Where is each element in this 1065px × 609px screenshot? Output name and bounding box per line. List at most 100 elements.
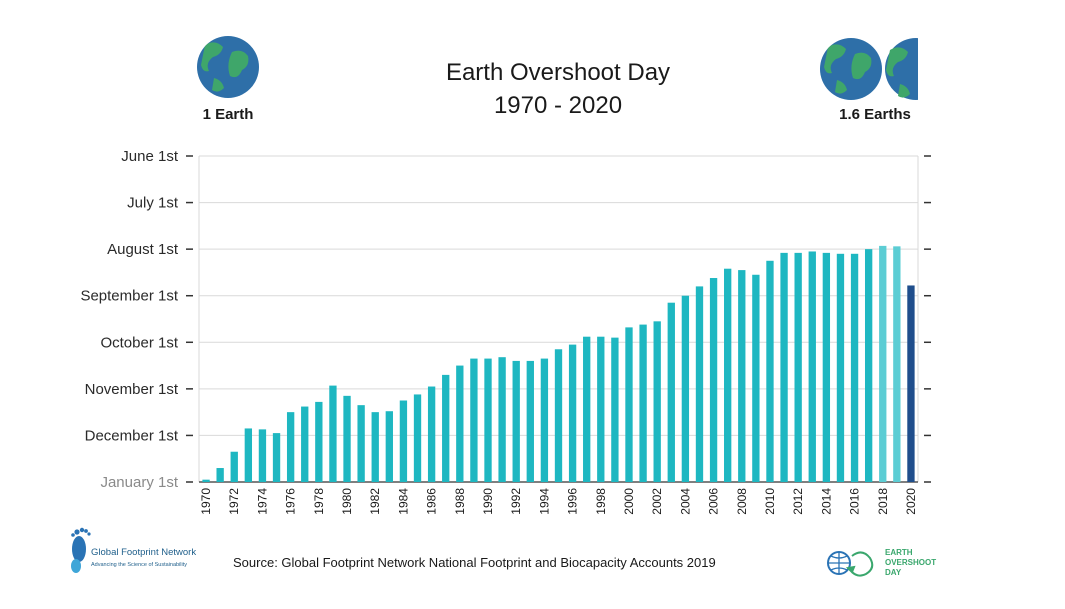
y-tick-label: August 1st bbox=[107, 241, 179, 258]
bar-2009 bbox=[752, 274, 760, 482]
bar-1982 bbox=[371, 412, 379, 482]
bar-1999 bbox=[611, 337, 619, 482]
bar-1981 bbox=[357, 405, 365, 482]
gfn-logo: Global Footprint Network Advancing the S… bbox=[71, 527, 196, 573]
bar-1973 bbox=[244, 428, 253, 482]
footprint-icon bbox=[71, 527, 91, 573]
bar-2002 bbox=[653, 321, 661, 482]
y-tick-label: September 1st bbox=[80, 288, 178, 305]
bar-1978 bbox=[315, 401, 323, 482]
gfn-tagline: Advancing the Science of Sustainability bbox=[91, 562, 187, 568]
x-tick-label: 2008 bbox=[735, 488, 749, 515]
globe-arrow-icon bbox=[827, 551, 874, 577]
x-tick-label: 1980 bbox=[340, 488, 354, 515]
x-tick-label: 2006 bbox=[707, 488, 721, 515]
chart-title: Earth Overshoot Day bbox=[446, 59, 670, 86]
bar-2020 bbox=[907, 285, 915, 482]
x-tick-label: 1976 bbox=[284, 488, 298, 515]
bar-1977 bbox=[301, 406, 309, 482]
bar-2015 bbox=[836, 253, 845, 482]
x-tick-label: 1986 bbox=[425, 488, 439, 515]
bar-1984 bbox=[399, 400, 408, 482]
x-tick-label: 2004 bbox=[678, 488, 692, 515]
x-tick-label: 1984 bbox=[396, 488, 410, 515]
bar-1995 bbox=[554, 349, 563, 482]
y-tick-label: October 1st bbox=[100, 334, 178, 351]
bar-1974 bbox=[258, 429, 267, 482]
bar-1972 bbox=[230, 451, 238, 482]
bar-2004 bbox=[681, 295, 690, 482]
y-tick-label: July 1st bbox=[127, 195, 179, 212]
x-tick-label: 1970 bbox=[199, 488, 213, 515]
bar-1992 bbox=[512, 360, 520, 482]
x-tick-label: 2012 bbox=[791, 488, 805, 515]
bar-1971 bbox=[216, 468, 224, 482]
bar-2007 bbox=[724, 268, 732, 482]
x-tick-label: 1988 bbox=[453, 488, 467, 515]
bar-1989 bbox=[470, 358, 478, 482]
bar-1979 bbox=[329, 385, 337, 482]
source-note: Source: Global Footprint Network Nationa… bbox=[233, 555, 716, 570]
one-point-six-earths-label: 1.6 Earths bbox=[839, 106, 911, 123]
y-tick-label: December 1st bbox=[85, 427, 179, 444]
x-tick-label: 2010 bbox=[763, 488, 777, 515]
bar-1986 bbox=[427, 386, 436, 482]
bar-2000 bbox=[625, 327, 633, 482]
x-tick-label: 2018 bbox=[876, 488, 890, 515]
x-tick-label: 2016 bbox=[848, 488, 862, 515]
bar-1991 bbox=[498, 357, 506, 482]
x-tick-label: 2014 bbox=[819, 488, 833, 515]
bar-1975 bbox=[272, 433, 281, 482]
one-earth-label: 1 Earth bbox=[203, 106, 254, 123]
bar-1997 bbox=[583, 336, 591, 482]
bar-2014 bbox=[822, 252, 831, 482]
bar-1970 bbox=[202, 479, 210, 482]
bar-1985 bbox=[413, 394, 422, 482]
bar-1987 bbox=[442, 374, 450, 482]
bar-2013 bbox=[808, 251, 816, 482]
bar-2018 bbox=[879, 245, 887, 482]
partial-earth-globe-icon bbox=[885, 38, 918, 100]
y-tick-label: November 1st bbox=[85, 381, 179, 398]
chart-subtitle: 1970 - 2020 bbox=[494, 92, 622, 119]
x-tick-label: 1972 bbox=[227, 488, 241, 515]
gfn-name: Global Footprint Network bbox=[91, 547, 196, 558]
x-tick-label: 2002 bbox=[650, 488, 664, 515]
bar-2011 bbox=[780, 252, 788, 482]
bar-1976 bbox=[286, 412, 295, 482]
x-tick-label: 1992 bbox=[509, 488, 523, 515]
bar-1988 bbox=[456, 365, 464, 482]
bar-2016 bbox=[850, 253, 859, 482]
bar-2010 bbox=[766, 260, 774, 482]
x-tick-label: 1978 bbox=[312, 488, 326, 515]
y-tick-label: June 1st bbox=[121, 148, 179, 165]
bar-1998 bbox=[597, 336, 605, 482]
bar-2005 bbox=[695, 286, 704, 482]
x-tick-label: 1998 bbox=[594, 488, 608, 515]
bar-1994 bbox=[540, 358, 549, 482]
bar-2008 bbox=[738, 270, 746, 482]
x-tick-label: 2020 bbox=[904, 488, 918, 515]
x-tick-label: 2000 bbox=[622, 488, 636, 515]
bar-1996 bbox=[568, 344, 577, 482]
x-tick-label: 1990 bbox=[481, 488, 495, 515]
earth-overshoot-day-logo: EARTH OVERSHOOT DAY bbox=[827, 548, 936, 577]
bar-1983 bbox=[385, 411, 393, 482]
y-tick-label: January 1st bbox=[100, 474, 178, 491]
eod-line-1: EARTH bbox=[885, 548, 913, 557]
bar-2003 bbox=[667, 302, 675, 482]
bar-2006 bbox=[709, 278, 718, 482]
bar-2019 bbox=[893, 246, 901, 482]
bar-1993 bbox=[526, 360, 534, 482]
x-tick-label: 1994 bbox=[537, 488, 551, 515]
bar-1980 bbox=[343, 395, 351, 482]
bar-1990 bbox=[484, 358, 492, 482]
earth-globe-icon bbox=[820, 38, 882, 100]
bar-2017 bbox=[864, 249, 873, 482]
x-tick-label: 1974 bbox=[255, 488, 269, 515]
x-tick-label: 1996 bbox=[566, 488, 580, 515]
bar-2001 bbox=[639, 324, 647, 482]
earth-globe-icon bbox=[197, 36, 259, 98]
plot-area: June 1st July 1st August 1st September 1st O… bbox=[80, 148, 931, 515]
